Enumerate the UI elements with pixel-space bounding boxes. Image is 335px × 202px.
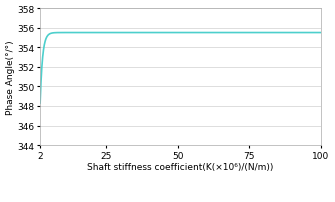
Y-axis label: Phase Angle(°/°): Phase Angle(°/°): [6, 40, 14, 114]
X-axis label: Shaft stiffness coefficient(K(×10⁶)/(N/m)): Shaft stiffness coefficient(K(×10⁶)/(N/m…: [87, 163, 274, 172]
